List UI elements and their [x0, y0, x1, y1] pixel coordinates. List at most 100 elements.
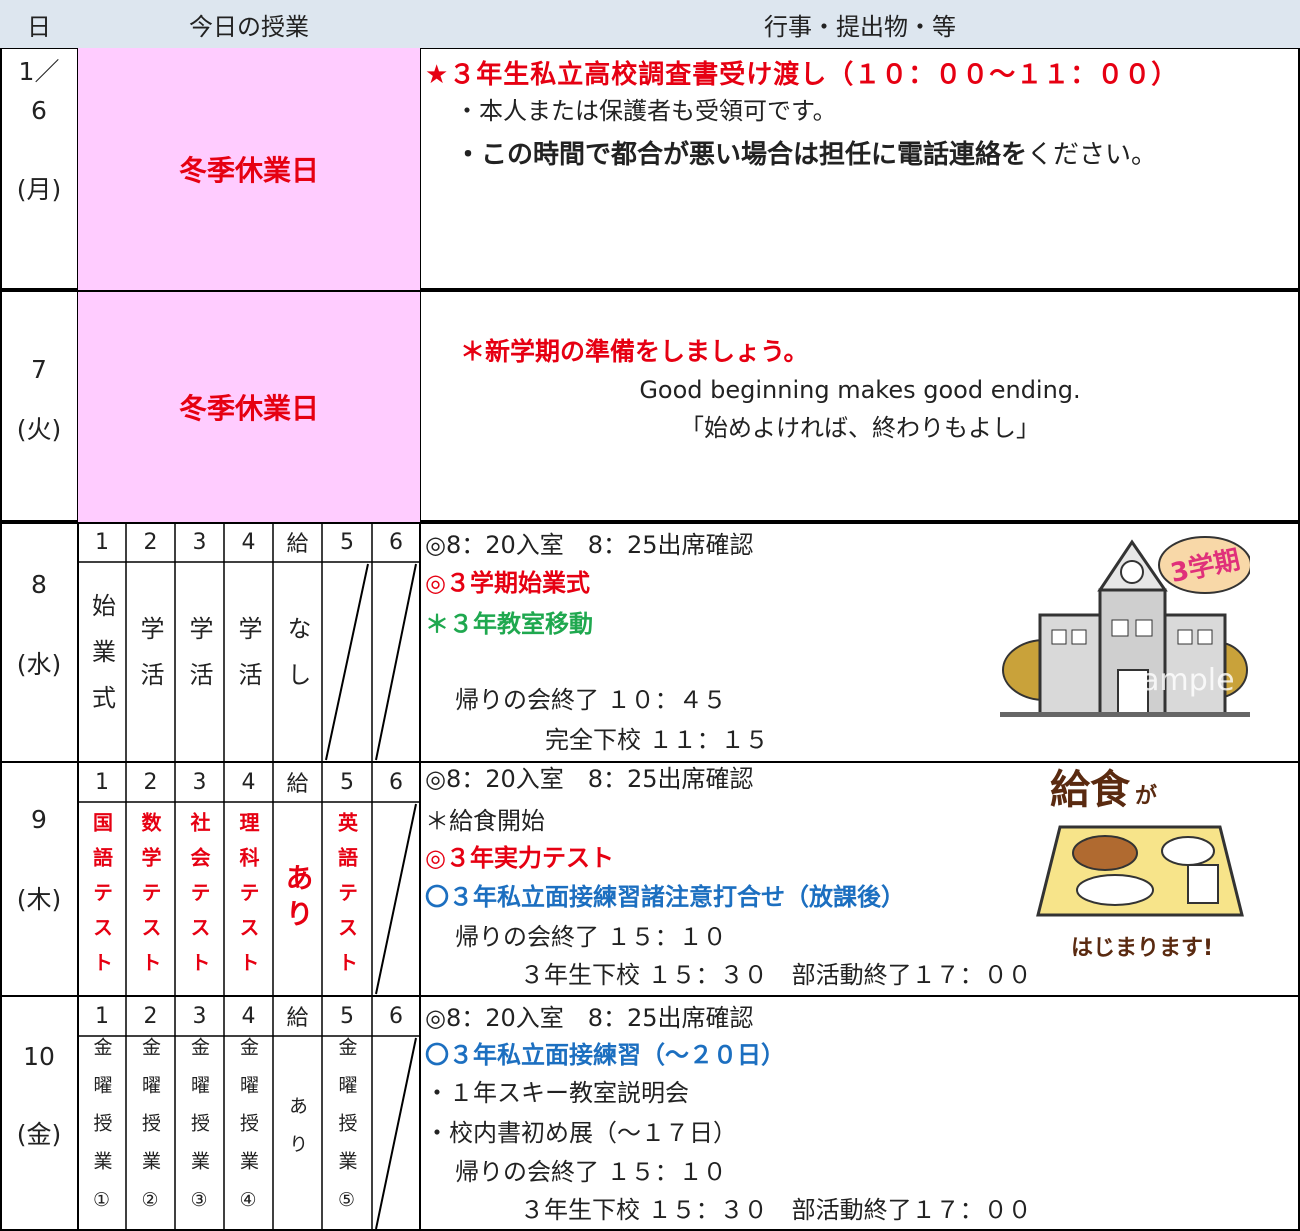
lesson: 金曜授業②	[126, 1036, 175, 1231]
lesson: あり	[273, 802, 322, 996]
event-line: ・本人または保護者も受領可です。	[455, 97, 837, 125]
event-line: 〇３年私立面接練習（〜２０日）	[425, 1041, 785, 1069]
diagonal	[375, 803, 417, 995]
lesson-text: 学活	[185, 616, 213, 708]
lesson-text: 数学テスト	[138, 811, 162, 987]
event-line: ◎8：20入室 8：25出席確認	[425, 765, 754, 793]
date: 1／	[18, 57, 60, 86]
date: 10	[23, 1042, 55, 1071]
event-line: ★３年生私立高校調査書受け渡し（１０：００〜１１：００）	[425, 60, 1179, 90]
header-events: 行事・提出物・等	[420, 0, 1300, 48]
watermark: sample	[1125, 663, 1234, 698]
lesson: 金曜授業①	[78, 1036, 126, 1231]
lesson: 学活	[175, 562, 224, 762]
lesson-text: 社会テスト	[187, 811, 211, 987]
period-number: 2	[143, 769, 158, 795]
weekday: (木)	[16, 885, 62, 914]
period-number: 3	[192, 529, 207, 555]
event-line: ・１年スキー教室説明会	[425, 1079, 689, 1107]
event-line: ・校内書初め展（〜１７日）	[425, 1119, 737, 1147]
lesson: 金曜授業④	[224, 1036, 273, 1231]
date: 9	[31, 805, 47, 834]
event-text: ・この時間で都合が悪い場合は担任に電話連絡を	[455, 140, 1028, 170]
event-line: ＊３年教室移動	[425, 610, 593, 638]
period-number: 4	[241, 769, 256, 795]
event-line: 完全下校 １１：１５	[545, 726, 769, 754]
period-number: 給	[286, 772, 309, 797]
event-text: ください。	[1027, 140, 1158, 170]
lesson-text: 学活	[136, 616, 164, 708]
lesson: 学活	[126, 562, 175, 762]
lesson: 学活	[224, 562, 273, 762]
period-number: 2	[143, 529, 158, 555]
lesson: 英語テスト	[322, 802, 372, 996]
period-number: 3	[192, 1003, 207, 1029]
event-line: ◎３年実力テスト	[425, 844, 614, 872]
diagonal	[375, 563, 417, 761]
weekday: (火)	[16, 415, 62, 444]
event-line: ３年生下校 １５：３０ 部活動終了１７：００	[520, 1196, 1032, 1224]
lesson-text: 始業式	[87, 593, 116, 731]
period-number: 6	[389, 1003, 403, 1029]
period-number: 1	[95, 1003, 109, 1029]
header-day: 日	[0, 0, 78, 48]
lesson: 数学テスト	[126, 802, 175, 996]
event-line: 帰りの会終了 １５：１０	[455, 923, 727, 951]
lesson: あり	[273, 1036, 322, 1231]
period-number: 1	[95, 529, 109, 555]
lunch-title: 給食	[1050, 767, 1131, 813]
event-line: 〇３年私立面接練習諸注意打合せ（放課後）	[425, 883, 905, 911]
lesson-text: 国語テスト	[89, 811, 114, 987]
event-line: Good beginning makes good ending.	[639, 376, 1081, 404]
event-line: ＊新学期の準備をしましょう。	[460, 337, 809, 366]
event-line: 帰りの会終了 １０：４５	[455, 686, 727, 714]
period-number: 1	[95, 769, 109, 795]
lesson: 金曜授業③	[175, 1036, 224, 1231]
event-line: ＊給食開始	[425, 807, 545, 835]
lesson-text: あり	[286, 1095, 308, 1172]
weekday: (月)	[16, 175, 62, 204]
period-number: 3	[192, 769, 207, 795]
period-number: 給	[286, 532, 309, 557]
event-line: ◎３学期始業式	[425, 569, 590, 597]
period-number: 4	[241, 1003, 256, 1029]
event-line: ◎8：20入室 8：25出席確認	[425, 531, 754, 559]
lesson: 始業式	[78, 562, 126, 762]
lesson: 国語テスト	[78, 802, 126, 996]
date: 7	[31, 355, 47, 384]
school-illustration: 3学期 sample	[1000, 536, 1250, 717]
weekday: (金)	[16, 1120, 62, 1149]
date: 6	[31, 96, 47, 125]
period-number: 給	[286, 1006, 309, 1031]
lesson-text: なし	[283, 616, 311, 708]
lesson-text: 学活	[234, 616, 262, 708]
period-number: 5	[340, 1003, 354, 1029]
period-number: 6	[389, 769, 403, 795]
period-number: 4	[241, 529, 256, 555]
lesson: 金曜授業⑤	[322, 1036, 372, 1231]
period-number: 5	[340, 769, 354, 795]
lesson: 社会テスト	[175, 802, 224, 996]
lunch-title: が	[1135, 783, 1157, 809]
event-line: 帰りの会終了 １５：１０	[455, 1158, 727, 1186]
diagonal	[325, 563, 369, 761]
lunch-illustration: 給食 が はじまります!	[1036, 767, 1244, 961]
lesson-text: 英語テスト	[334, 811, 359, 987]
lesson-text: 理科テスト	[236, 811, 260, 987]
lesson: なし	[273, 562, 322, 762]
lunch-caption: はじまります!	[1071, 936, 1213, 961]
period-number: 5	[340, 529, 354, 555]
weekday: (水)	[16, 650, 62, 679]
event-line: 「始めよければ、終わりもよし」	[680, 414, 1040, 442]
lesson-text: 金曜授業④	[237, 1037, 259, 1230]
period-number: 2	[143, 1003, 158, 1029]
period-number: 6	[389, 529, 403, 555]
lesson-text: 金曜授業⑤	[335, 1037, 358, 1230]
lesson-text: 金曜授業③	[188, 1037, 210, 1230]
date: 8	[31, 570, 47, 599]
lesson-text: 金曜授業②	[139, 1037, 161, 1230]
holiday: 冬季休業日	[78, 48, 420, 290]
event-line: ・この時間で都合が悪い場合は担任に電話連絡をください。	[455, 137, 1157, 173]
